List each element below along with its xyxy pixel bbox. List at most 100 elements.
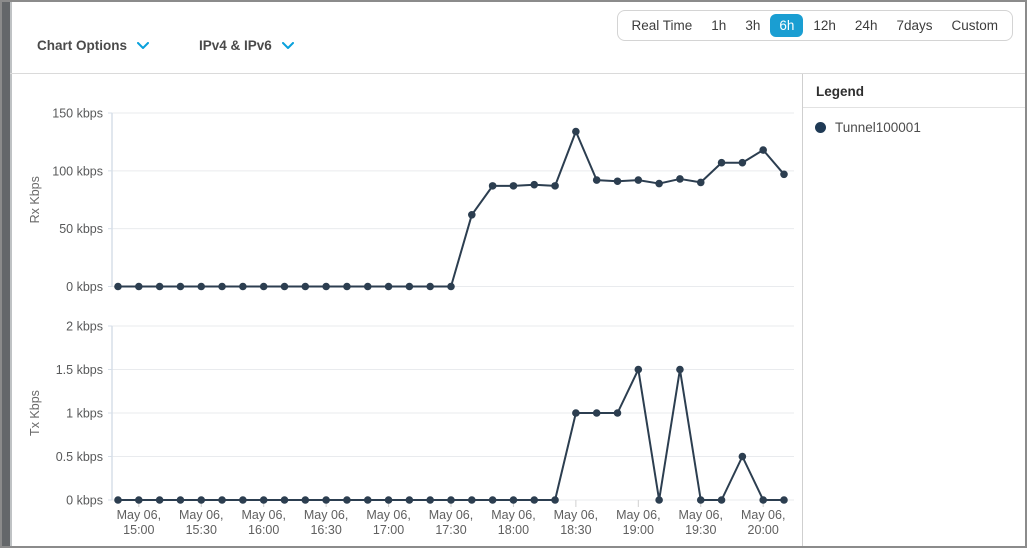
tx-chart: 0 kbps 0.5 kbps 1 kbps 1.5 kbps 2 kbps Tx Kbp… bbox=[28, 320, 794, 537]
chart-options-dropdown[interactable]: Chart Options bbox=[37, 38, 149, 53]
tx-data-point[interactable] bbox=[447, 496, 455, 504]
tx-data-point[interactable] bbox=[259, 496, 268, 504]
rx-data-point[interactable] bbox=[197, 282, 206, 291]
rx-data-point[interactable] bbox=[135, 282, 143, 291]
x-tick-label-date: May 06, bbox=[366, 508, 410, 522]
tx-data-point[interactable] bbox=[634, 365, 643, 374]
rx-data-point[interactable] bbox=[613, 177, 622, 186]
rx-data-point[interactable] bbox=[759, 146, 767, 154]
rx-data-point[interactable] bbox=[488, 182, 497, 190]
rx-data-point[interactable] bbox=[738, 158, 747, 167]
tx-data-point[interactable] bbox=[218, 496, 226, 504]
rx-data-point[interactable] bbox=[176, 282, 185, 291]
tx-data-point[interactable] bbox=[114, 496, 122, 504]
left-scrollbar[interactable] bbox=[2, 2, 12, 546]
tx-data-point[interactable] bbox=[780, 496, 788, 504]
rx-data-point[interactable] bbox=[301, 282, 310, 291]
time-range-real-time[interactable]: Real Time bbox=[631, 18, 693, 33]
rx-data-point[interactable] bbox=[468, 210, 476, 219]
tx-data-point[interactable] bbox=[530, 496, 539, 504]
rx-data-point[interactable] bbox=[780, 170, 788, 179]
tx-data-point[interactable] bbox=[509, 496, 518, 504]
x-tick-label-time: 20:00 bbox=[748, 523, 779, 537]
rx-data-point[interactable] bbox=[426, 282, 434, 291]
time-range-12h[interactable]: 12h bbox=[813, 18, 836, 33]
tx-y-tick-label: 0.5 kbps bbox=[56, 450, 103, 464]
tx-data-point[interactable] bbox=[572, 409, 580, 417]
legend-items: Tunnel100001 bbox=[803, 108, 1025, 135]
rx-data-point[interactable] bbox=[676, 175, 684, 183]
x-tick-label-time: 17:30 bbox=[435, 523, 466, 537]
tx-data-point[interactable] bbox=[239, 496, 247, 504]
tx-data-point[interactable] bbox=[343, 496, 351, 504]
rx-data-point[interactable] bbox=[114, 282, 122, 291]
rx-data-point[interactable] bbox=[655, 179, 663, 188]
tx-series-line bbox=[118, 368, 784, 501]
time-range-7days[interactable]: 7days bbox=[896, 18, 933, 33]
x-tick-label-time: 19:00 bbox=[623, 523, 654, 537]
legend-item[interactable]: Tunnel100001 bbox=[803, 108, 1025, 135]
x-tick-label-time: 17:00 bbox=[373, 523, 404, 537]
rx-y-tick-label: 100 kbps bbox=[52, 164, 103, 178]
rx-data-point[interactable] bbox=[322, 282, 330, 291]
tx-data-point[interactable] bbox=[197, 496, 206, 504]
rx-data-point[interactable] bbox=[509, 182, 518, 190]
rx-chart: 0 kbps 50 kbps 100 kbps 150 kbps Rx Kbps bbox=[28, 107, 794, 294]
rx-data-point[interactable] bbox=[592, 176, 601, 184]
time-range-6h[interactable]: 6h bbox=[770, 14, 804, 37]
tx-data-point[interactable] bbox=[135, 496, 143, 504]
tx-data-point[interactable] bbox=[676, 365, 684, 374]
time-range-24h[interactable]: 24h bbox=[854, 18, 878, 33]
rx-data-point[interactable] bbox=[530, 180, 539, 189]
tx-data-point[interactable] bbox=[759, 496, 767, 504]
rx-data-point[interactable] bbox=[717, 158, 726, 167]
rx-data-point[interactable] bbox=[447, 282, 455, 291]
x-tick-label-date: May 06, bbox=[554, 508, 598, 522]
tx-data-point[interactable] bbox=[301, 496, 310, 504]
tx-data-point[interactable] bbox=[592, 409, 601, 417]
tx-data-point[interactable] bbox=[613, 409, 622, 417]
tx-data-point[interactable] bbox=[155, 496, 164, 504]
rx-data-point[interactable] bbox=[551, 182, 559, 190]
tx-data-point[interactable] bbox=[696, 496, 705, 504]
tx-data-point[interactable] bbox=[363, 496, 372, 504]
rx-data-point[interactable] bbox=[239, 282, 247, 291]
x-tick-label-date: May 06, bbox=[179, 508, 223, 522]
x-tick-label-time: 19:30 bbox=[685, 523, 716, 537]
time-range-custom[interactable]: Custom bbox=[951, 18, 998, 33]
x-tick-label-date: May 06, bbox=[117, 508, 161, 522]
tx-data-point[interactable] bbox=[384, 496, 393, 504]
tx-data-point[interactable] bbox=[322, 496, 330, 504]
tx-data-point[interactable] bbox=[488, 496, 497, 504]
rx-data-point[interactable] bbox=[384, 282, 393, 291]
chart-toolbar: Chart Options IPv4 & IPv6 bbox=[37, 38, 294, 53]
time-range-3h[interactable]: 3h bbox=[745, 18, 761, 33]
rx-data-point[interactable] bbox=[343, 282, 351, 291]
rx-data-point[interactable] bbox=[363, 282, 372, 291]
x-tick-label-time: 16:00 bbox=[248, 523, 279, 537]
rx-data-point[interactable] bbox=[280, 282, 289, 291]
tx-data-point[interactable] bbox=[468, 496, 476, 504]
rx-data-point[interactable] bbox=[572, 127, 580, 136]
tx-data-point[interactable] bbox=[551, 496, 559, 504]
time-range-1h[interactable]: 1h bbox=[711, 18, 727, 33]
ip-version-dropdown[interactable]: IPv4 & IPv6 bbox=[199, 38, 294, 53]
tx-data-point[interactable] bbox=[280, 496, 289, 504]
x-tick-label-date: May 06, bbox=[304, 508, 348, 522]
rx-data-point[interactable] bbox=[218, 282, 226, 291]
tx-data-point[interactable] bbox=[405, 496, 414, 504]
x-tick-label-date: May 06, bbox=[241, 508, 285, 522]
rx-data-point[interactable] bbox=[634, 176, 643, 184]
tx-data-point[interactable] bbox=[717, 496, 726, 504]
rx-data-point[interactable] bbox=[696, 178, 705, 187]
tx-data-point[interactable] bbox=[426, 496, 434, 504]
rx-data-point[interactable] bbox=[155, 282, 164, 291]
tx-data-point[interactable] bbox=[655, 496, 663, 504]
rx-y-tick-label: 50 kbps bbox=[59, 222, 103, 236]
tx-data-point[interactable] bbox=[176, 496, 185, 504]
rx-data-point[interactable] bbox=[405, 282, 414, 291]
rx-data-point[interactable] bbox=[259, 282, 268, 291]
tx-data-point[interactable] bbox=[738, 452, 747, 461]
